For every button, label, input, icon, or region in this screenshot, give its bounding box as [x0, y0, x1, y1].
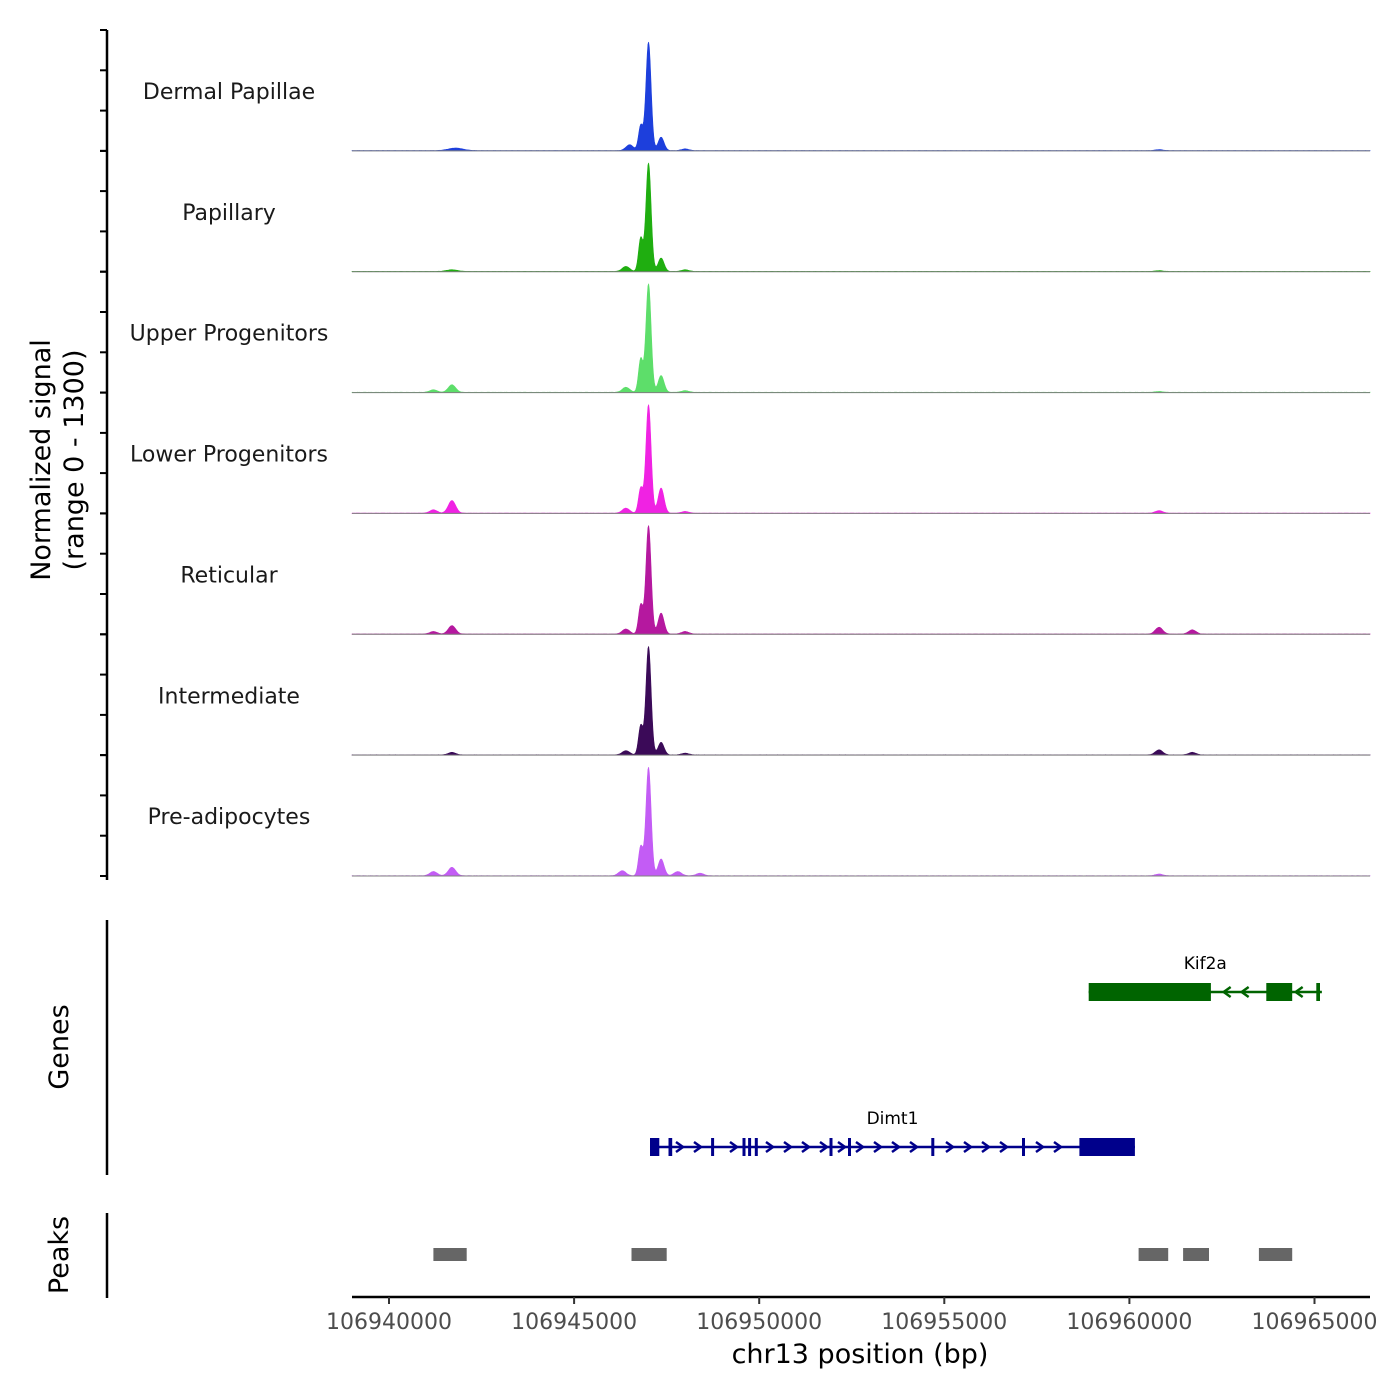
signal-y-axis-title-line1: Normalized signal: [26, 339, 57, 581]
strand-arrow: [999, 1140, 1010, 1154]
strand-arrow: [945, 1140, 956, 1154]
strand-arrow: [1035, 1140, 1046, 1154]
gene-exon: [650, 1138, 660, 1156]
gene-exon: [1022, 1138, 1025, 1156]
signal-area: [351, 767, 1371, 877]
signal-tracks: Dermal Papillae Papillary Upper Progenitor…: [130, 41, 1371, 877]
peak-region: [1183, 1248, 1209, 1261]
gene-exon: [742, 1138, 746, 1156]
strand-arrow: [819, 1140, 830, 1154]
signal-area: [351, 525, 1371, 635]
track-reticular: Reticular: [180, 525, 1371, 635]
strand-arrow: [1053, 1140, 1064, 1154]
gene-exon: [711, 1138, 715, 1156]
track-label: Intermediate: [158, 684, 300, 709]
gene-kif2a: Kif2a: [1088, 954, 1322, 1001]
gene-exon: [1316, 983, 1320, 1001]
genes-y-axis-title: Genes: [44, 1004, 75, 1089]
gene-exon: [668, 1138, 673, 1156]
track-intermediate: Intermediate: [158, 646, 1371, 756]
x-axis-ticks: 106940000 106945000 106950000 106955000 1069…: [326, 1297, 1377, 1335]
gene-exon: [931, 1138, 935, 1156]
strand-arrow: [963, 1140, 974, 1154]
signal-area: [351, 646, 1371, 756]
strand-arrow: [873, 1140, 884, 1154]
gene-label: Kif2a: [1184, 954, 1227, 974]
strand-arrow: [693, 1140, 704, 1154]
gene-exon: [848, 1138, 851, 1156]
track-upper-progenitors: Upper Progenitors: [130, 283, 1371, 394]
gene-label: Dimt1: [867, 1109, 919, 1129]
gene-exon: [1088, 983, 1211, 1001]
x-tick-label: 106945000: [511, 1310, 637, 1335]
x-tick-label: 106960000: [1066, 1310, 1192, 1335]
x-tick-label: 106950000: [696, 1310, 822, 1335]
gene-exon: [829, 1138, 833, 1156]
x-axis-title: chr13 position (bp): [732, 1339, 989, 1370]
x-tick-label: 106965000: [1252, 1310, 1378, 1335]
x-tick-label: 106940000: [326, 1310, 452, 1335]
strand-arrow: [729, 1140, 740, 1154]
track-label: Papillary: [182, 201, 276, 226]
signal-area: [351, 41, 1371, 152]
track-label: Lower Progenitors: [130, 443, 328, 468]
signal-y-axis-title-line2: (range 0 - 1300): [59, 350, 90, 571]
track-papillary: Papillary: [182, 162, 1371, 273]
strand-arrow: [1239, 985, 1250, 999]
peak-regions: [433, 1248, 1293, 1261]
strand-arrow: [855, 1140, 866, 1154]
peaks-y-axis-title: Peaks: [44, 1216, 75, 1294]
track-label: Upper Progenitors: [130, 322, 329, 347]
strand-arrow: [1293, 985, 1304, 999]
strand-arrow: [783, 1140, 794, 1154]
track-label: Pre-adipocytes: [148, 805, 311, 830]
strand-arrow: [801, 1140, 812, 1154]
track-dermal-papillae: Dermal Papillae: [143, 41, 1371, 152]
signal-area: [351, 404, 1371, 514]
peak-region: [433, 1248, 467, 1261]
gene-exon: [1079, 1138, 1135, 1156]
gene-annotations: Kif2a Dimt1: [649, 954, 1322, 1156]
track-lower-progenitors: Lower Progenitors: [130, 404, 1371, 514]
strand-arrow: [1221, 985, 1232, 999]
gene-exon: [748, 1138, 752, 1156]
peak-region: [631, 1248, 667, 1261]
strand-arrow: [981, 1140, 992, 1154]
signal-area: [351, 162, 1371, 273]
strand-arrow: [891, 1140, 902, 1154]
track-pre-adipocytes: Pre-adipocytes: [148, 767, 1371, 877]
x-tick-label: 106955000: [881, 1310, 1007, 1335]
peak-region: [1138, 1248, 1169, 1261]
strand-arrow: [909, 1140, 920, 1154]
strand-arrow: [675, 1140, 686, 1154]
signal-area: [351, 283, 1371, 393]
strand-arrow: [765, 1140, 776, 1154]
signal-y-ticks: [100, 29, 107, 877]
peak-region: [1258, 1248, 1293, 1261]
strand-arrow: [837, 1140, 848, 1154]
gene-exon: [754, 1138, 758, 1156]
track-label: Dermal Papillae: [143, 80, 315, 105]
gene-exon: [1266, 983, 1293, 1001]
gene-dimt1: Dimt1: [649, 1109, 1135, 1156]
track-label: Reticular: [180, 563, 278, 588]
